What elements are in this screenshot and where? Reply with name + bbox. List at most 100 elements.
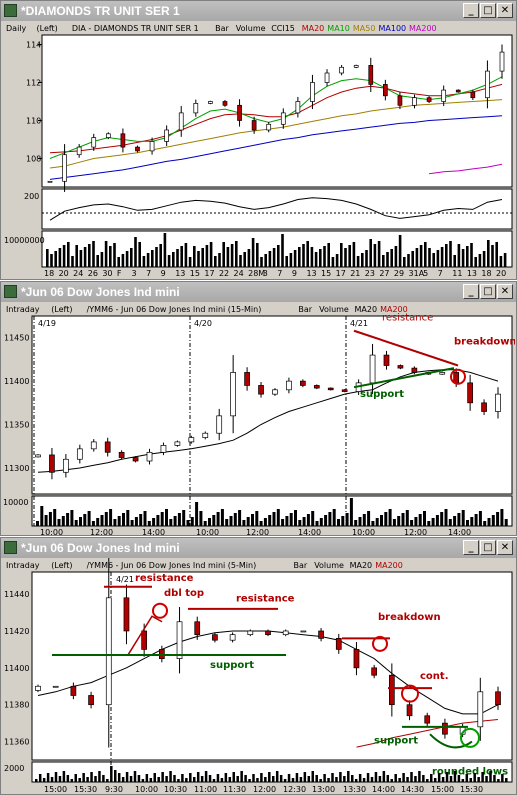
time-axis-label: 14:30 <box>401 785 424 794</box>
minimize-button[interactable]: _ <box>463 540 479 555</box>
volume-bar <box>57 519 61 526</box>
volume-bar <box>130 248 133 267</box>
volume-bar <box>311 771 314 782</box>
volume-bar <box>247 249 251 267</box>
volume-bar <box>161 772 164 782</box>
header-item: /YMM6 - Jun 06 Dow Jones Ind mini (15-Mi… <box>87 305 262 314</box>
volume-bar <box>208 775 212 782</box>
daily-candle <box>237 104 242 121</box>
intraday-5m-candle <box>388 674 395 706</box>
volume-bar <box>474 257 477 267</box>
volume-bar <box>390 249 393 267</box>
date-axis-label: 22 <box>219 269 229 278</box>
daily-candle <box>353 65 359 68</box>
date-axis-label: 17 <box>204 269 214 278</box>
volume-bar <box>351 775 354 782</box>
maximize-button[interactable]: □ <box>480 540 496 555</box>
volume-bar <box>457 244 461 267</box>
date-axis-label: 15 <box>321 269 331 278</box>
volume-bar <box>185 778 188 782</box>
volume-bar <box>226 247 230 267</box>
volume-bar <box>264 254 267 267</box>
title-bar-15min[interactable]: *Jun 06 Dow Jones Ind mini _ □ ✕ <box>1 282 516 302</box>
maximize-button[interactable]: □ <box>480 3 496 18</box>
intraday-5m-candle <box>247 630 254 636</box>
close-button[interactable]: ✕ <box>497 540 513 555</box>
volume-bar <box>110 766 113 782</box>
volume-bar <box>505 778 508 782</box>
date-axis-label: 20 <box>59 269 69 278</box>
daily-candle <box>426 97 432 102</box>
intraday-15m-candle <box>313 385 320 389</box>
chart-window-icon <box>4 4 17 17</box>
volume-bar <box>370 777 374 782</box>
volume-bar <box>46 249 49 267</box>
volume-bar <box>197 251 200 267</box>
volume-bar <box>491 245 494 267</box>
intraday-15m-candle <box>132 457 139 462</box>
close-button[interactable]: ✕ <box>497 3 513 18</box>
intraday-15m-candle <box>90 441 97 450</box>
volume-bar <box>499 256 503 267</box>
volume-bar <box>362 778 366 782</box>
time-axis-label: 14:00 <box>298 528 321 535</box>
daily-candle <box>412 97 417 106</box>
daily-candle <box>441 89 447 102</box>
volume-bar <box>361 253 364 267</box>
volume-bar <box>129 776 133 782</box>
volume-bar <box>496 512 500 526</box>
title-bar-daily[interactable]: *DIAMONDS TR UNIT SER 1 _ □ ✕ <box>1 1 516 21</box>
time-axis-label: 15:00 <box>431 785 454 794</box>
volume-bar <box>339 772 342 782</box>
volume-bar <box>251 238 255 267</box>
volume-bar <box>276 509 280 526</box>
volume-bar <box>121 777 125 782</box>
volume-bar <box>414 776 417 782</box>
volume-bar <box>469 778 472 782</box>
volume-bar <box>157 777 160 782</box>
volume-bar <box>306 514 310 526</box>
volume-bar <box>208 518 211 526</box>
volume-bar <box>501 774 504 782</box>
continuation-circle <box>401 684 419 703</box>
volume-tick-label: 10000000 <box>4 236 45 245</box>
volume-bar <box>235 241 238 267</box>
minimize-button[interactable]: _ <box>463 284 479 299</box>
minimize-button[interactable]: _ <box>463 3 479 18</box>
volume-bar <box>246 517 250 526</box>
volume-bar <box>478 254 482 267</box>
intraday-5m-candle <box>477 691 484 728</box>
volume-bar <box>461 510 465 526</box>
volume-bar <box>94 776 97 782</box>
volume-bar <box>165 776 168 782</box>
volume-bar <box>74 520 78 526</box>
date-axis-label: 9 <box>161 269 166 278</box>
volume-bar <box>500 509 504 526</box>
volume-bar <box>358 774 362 782</box>
volume-bar <box>428 248 431 267</box>
maximize-button[interactable]: □ <box>480 284 496 299</box>
intraday-5m-candle <box>194 621 201 636</box>
volume-bar <box>35 779 38 782</box>
volume-bar <box>264 777 267 782</box>
volume-bar <box>216 512 220 526</box>
volume-bar <box>315 521 319 526</box>
volume-bar <box>200 776 204 782</box>
window-title-15min: *Jun 06 Dow Jones Ind mini <box>21 285 180 299</box>
volume-bar <box>243 252 246 267</box>
volume-bar <box>268 251 272 267</box>
daily-candle <box>470 91 476 99</box>
volume-bar <box>311 511 315 526</box>
volume-bar <box>319 249 322 267</box>
title-bar-5min[interactable]: *Jun 06 Dow Jones Ind mini _ □ ✕ <box>1 538 516 558</box>
date-axis-label: 7 <box>277 269 282 278</box>
volume-bar <box>410 520 414 526</box>
time-axis-label: 13:30 <box>343 785 366 794</box>
price-tick-label: 110 <box>26 117 41 126</box>
volume-bar <box>173 775 176 782</box>
intraday-5m-candle <box>424 715 431 724</box>
close-button[interactable]: ✕ <box>497 284 513 299</box>
volume-bar <box>497 779 500 782</box>
volume-bar <box>371 521 375 526</box>
ma-line-ma20 <box>49 83 503 154</box>
